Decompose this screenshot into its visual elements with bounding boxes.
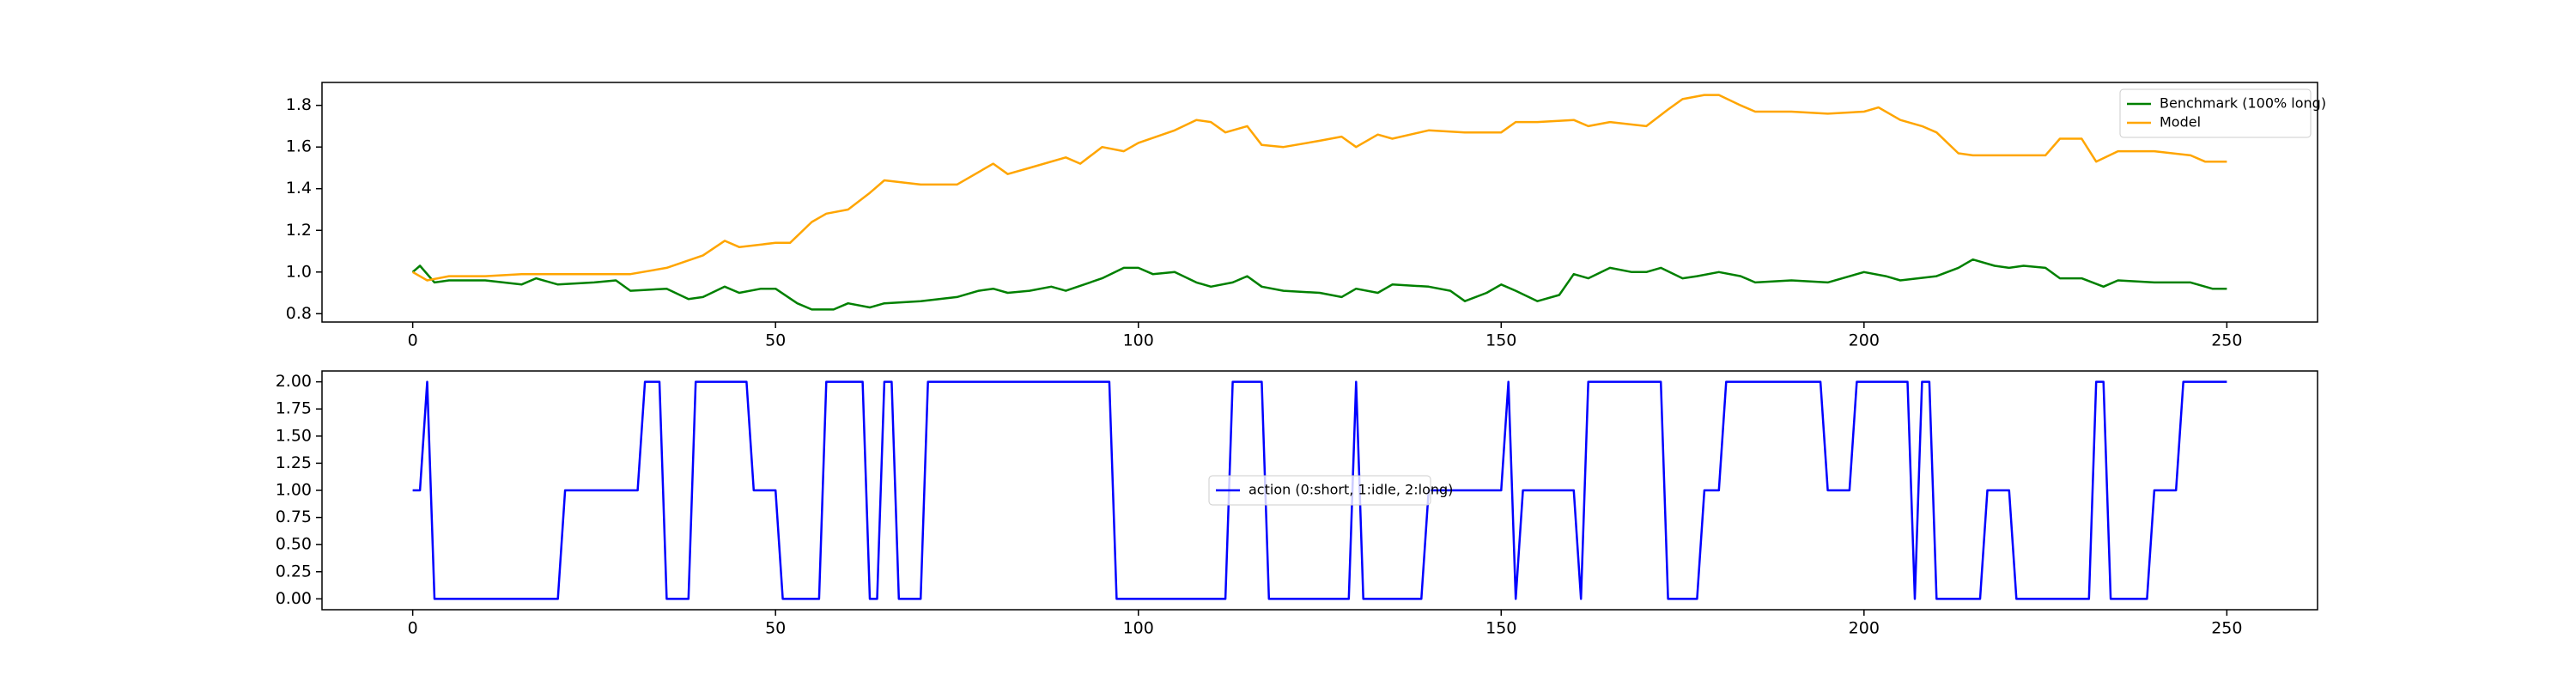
y-tick-label: 1.0 [286, 262, 312, 281]
x-tick-label: 150 [1485, 331, 1516, 350]
legend-label: Model [2160, 114, 2201, 131]
legend-label: action (0:short, 1:idle, 2:long) [1249, 482, 1453, 498]
y-tick-label: 1.75 [276, 399, 312, 418]
y-tick-label: 1.4 [286, 179, 312, 198]
y-tick-label: 1.50 [276, 426, 312, 445]
x-tick-label: 0 [408, 331, 418, 350]
y-tick-label: 0.00 [276, 589, 312, 608]
x-tick-label: 0 [408, 619, 418, 638]
y-tick-label: 2.00 [276, 372, 312, 391]
x-tick-label: 50 [765, 331, 786, 350]
series-line [411, 94, 2227, 282]
y-tick-label: 1.2 [286, 221, 312, 240]
y-tick-label: 0.25 [276, 562, 312, 581]
y-tick-label: 1.8 [286, 95, 312, 114]
x-tick-label: 200 [1849, 331, 1880, 350]
y-tick-label: 1.00 [276, 481, 312, 500]
x-tick-label: 150 [1485, 619, 1516, 638]
y-tick-label: 1.25 [276, 453, 312, 472]
x-tick-label: 50 [765, 619, 786, 638]
x-tick-label: 100 [1123, 619, 1154, 638]
legend-box [1208, 475, 1431, 506]
legend-box [2119, 88, 2312, 138]
x-tick-label: 250 [2211, 331, 2242, 350]
series-line [412, 380, 2227, 600]
y-tick-label: 0.8 [286, 304, 312, 323]
series-line [411, 258, 2227, 311]
x-tick-label: 100 [1123, 331, 1154, 350]
y-tick-label: 0.75 [276, 508, 312, 526]
y-tick-label: 1.6 [286, 137, 312, 156]
y-tick-label: 0.50 [276, 535, 312, 554]
x-tick-label: 200 [1849, 619, 1880, 638]
x-tick-label: 250 [2211, 619, 2242, 638]
legend-label: Benchmark (100% long) [2160, 95, 2326, 112]
axes-frame [321, 82, 2318, 323]
